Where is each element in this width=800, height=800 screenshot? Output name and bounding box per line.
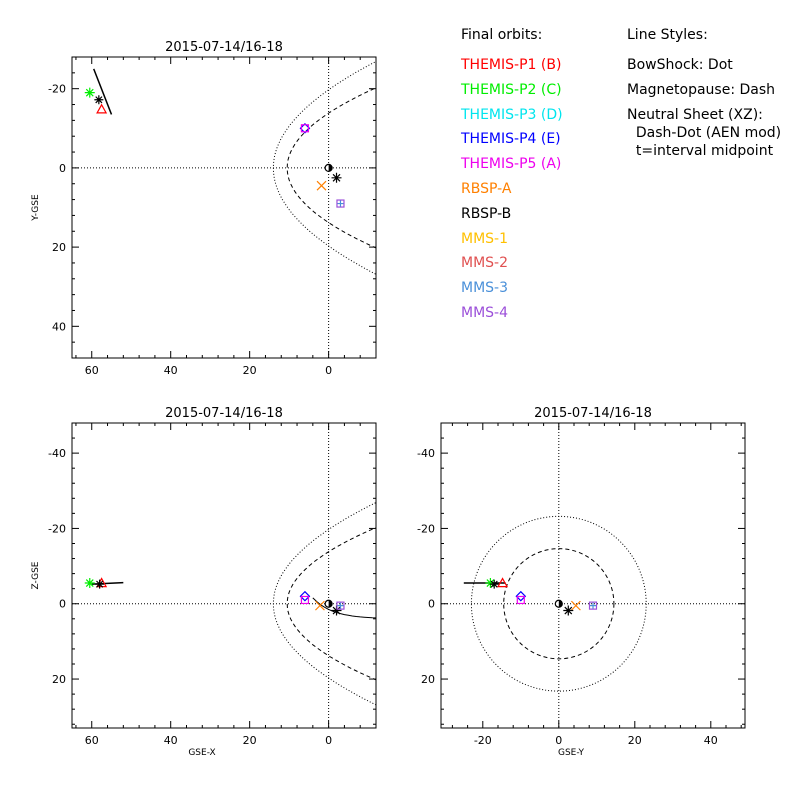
x-tick-label: 20	[243, 364, 257, 377]
marker-rbsp-b	[331, 172, 342, 183]
marker-themis-p1	[497, 577, 509, 588]
marker-rbsp-b	[331, 605, 342, 616]
bow-shock	[272, 502, 376, 706]
marker-themis-p3	[95, 579, 105, 589]
magnetopause	[286, 527, 376, 681]
y-tick-label: -20	[417, 522, 435, 535]
magnetopause	[286, 87, 376, 249]
x-axis-label: GSE-Y	[558, 748, 585, 758]
y-tick-label: 20	[421, 673, 435, 686]
marker-themis-p5	[300, 595, 310, 605]
marker-themis-p5	[300, 124, 310, 133]
y-tick-label: 20	[52, 673, 66, 686]
x-tick-label: 20	[628, 734, 642, 747]
y-tick-label: 40	[52, 320, 66, 333]
bow-shock	[470, 515, 647, 692]
marker-rbsp-a	[316, 180, 327, 191]
marker-mms-4	[336, 199, 345, 208]
neutral-sheet	[312, 597, 376, 619]
y-tick-label: -40	[48, 447, 66, 460]
y-tick-label: 20	[52, 241, 66, 254]
marker-themis-p2	[84, 578, 95, 589]
earth-night-side	[558, 600, 563, 608]
marker-themis-p3	[489, 579, 499, 589]
marker-themis-p3	[94, 95, 104, 105]
marker-mms-4	[588, 601, 598, 610]
plot-frame	[71, 56, 377, 359]
marker-themis-p1	[96, 103, 108, 114]
marker-themis-p2	[485, 578, 496, 589]
panel-title: 2015-07-14/16-18	[165, 406, 283, 421]
y-tick-label: 0	[59, 162, 66, 175]
x-tick-label: -20	[474, 734, 492, 747]
marker-themis-p4	[515, 590, 527, 602]
y-tick-label: 0	[59, 598, 66, 611]
y-tick-label: 0	[428, 598, 435, 611]
earth-night-side	[328, 164, 333, 172]
x-tick-label: 60	[85, 734, 99, 747]
x-tick-label: 0	[325, 734, 332, 747]
panel-1: 60 40 20 0 -20 0 20 40 2015-07-14/16-18 Y-GSE	[31, 40, 377, 377]
marker-themis-p5	[516, 595, 525, 605]
earth-night-side	[328, 600, 333, 608]
y-axis-label: Y-GSE	[31, 194, 41, 222]
x-tick-label: 0	[325, 364, 332, 377]
marker-rbsp-b	[563, 605, 574, 616]
plot-frame	[71, 422, 377, 729]
magnetopause	[503, 548, 615, 660]
marker-mms-3	[337, 200, 344, 207]
panel-3: -20 0 20 40 -40 -20 0 20 2015-07-14/16-18 GSE-Y	[417, 406, 746, 758]
bow-shock	[272, 60, 376, 275]
y-tick-label: -40	[417, 447, 435, 460]
panel-title: 2015-07-14/16-18	[534, 406, 652, 421]
marker-themis-p2	[84, 87, 95, 98]
x-axis-label: GSE-X	[188, 748, 215, 758]
x-tick-label: 40	[164, 364, 178, 377]
marker-rbsp-a	[570, 600, 581, 611]
panel-2: 60 40 20 0 -40 -20 0 20 2015-07-14/16-18 GSE-X Z-G…	[31, 406, 377, 758]
marker-mms-3	[590, 602, 596, 609]
x-tick-label: 60	[85, 364, 99, 377]
marker-mms-3	[337, 602, 344, 609]
y-tick-label: -20	[48, 83, 66, 96]
x-tick-label: 40	[704, 734, 718, 747]
plot-area	[72, 57, 376, 358]
plot-frame	[440, 422, 746, 729]
panel-title: 2015-07-14/16-18	[165, 40, 283, 55]
x-tick-label: 20	[243, 734, 257, 747]
marker-rbsp-a	[315, 600, 325, 611]
orbit-track-0	[93, 68, 113, 115]
plot-area	[441, 423, 745, 728]
y-tick-label: -20	[48, 522, 66, 535]
marker-mms-4	[336, 601, 345, 610]
x-tick-label: 40	[164, 734, 178, 747]
plot-area	[72, 423, 376, 728]
x-tick-label: 0	[555, 734, 562, 747]
marker-themis-p4	[299, 590, 311, 602]
y-axis-label: Z-GSE	[31, 561, 41, 589]
